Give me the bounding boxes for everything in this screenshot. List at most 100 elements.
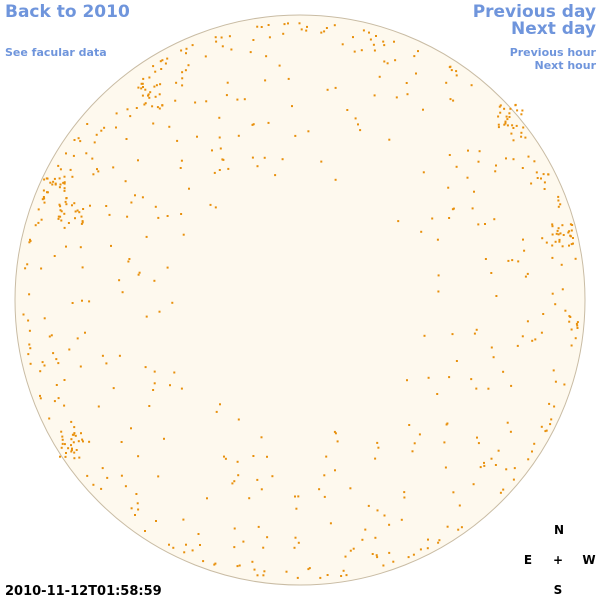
facula [157,216,160,219]
facula [559,203,562,206]
facula [80,222,83,225]
facula [185,47,188,50]
facula [48,335,51,338]
next-day-link[interactable]: Next day [511,19,596,39]
facula [149,91,152,94]
facula [157,475,160,478]
facula [325,455,328,458]
facula [413,442,416,445]
facula [504,122,507,125]
facula [438,539,441,542]
facula [206,497,208,500]
facular-link[interactable]: See facular data [5,46,107,59]
facula [39,394,41,397]
facula [405,82,408,84]
facula [49,181,52,184]
facula [181,77,184,80]
facula [524,275,527,278]
facula [323,495,326,498]
facula [561,245,564,248]
facula [52,180,55,183]
facula [550,418,553,421]
facula [48,417,51,420]
facula [527,155,530,158]
facula [181,84,184,87]
facula [163,437,165,440]
facula [300,28,303,31]
facula [171,301,174,304]
facula [127,260,130,263]
facula [473,332,476,335]
facula [536,177,539,179]
facula [41,361,44,364]
facula [144,366,147,369]
facula [376,441,379,444]
facula [156,106,159,109]
facula [291,105,293,108]
facula [352,36,354,39]
facula [293,546,296,549]
facula [100,487,103,490]
facula [572,242,574,245]
facula [446,525,449,528]
facula [70,444,72,447]
facula [180,49,183,52]
facula [504,121,507,124]
facula [59,215,62,218]
facula [43,178,46,181]
facula [63,379,66,381]
timestamp: 2010-11-12T01:58:59 [5,584,162,599]
facula [490,346,493,349]
facula [448,376,451,379]
facula [130,427,132,430]
facula [562,234,565,236]
facula [29,240,32,242]
facula [237,474,240,477]
facula [545,429,548,432]
facula [58,177,61,180]
facula [296,576,299,579]
facula [134,194,136,197]
back-link[interactable]: Back to 2010 [5,2,130,22]
facula [60,446,63,449]
facula [95,133,98,136]
facula [174,99,177,102]
facula [191,549,194,552]
facula [43,197,46,200]
facula [502,488,505,491]
facula [400,518,403,521]
facula [100,129,103,132]
facula [59,455,61,458]
facula [224,457,227,460]
previous-day-link[interactable]: Previous day [473,2,596,22]
facula [446,422,449,425]
facula [497,449,500,452]
facula [494,170,497,173]
previous-hour-link[interactable]: Previous hour [510,46,597,59]
facula [72,433,75,436]
facula [495,164,497,167]
facula [551,233,554,236]
facula [318,488,321,491]
facula [455,70,458,73]
facula [297,541,300,544]
facula [82,440,84,443]
facula [451,208,454,211]
facula [531,450,533,453]
facula [252,123,255,126]
facula [320,160,323,163]
next-hour-link[interactable]: Next hour [535,59,597,72]
facula [559,232,562,235]
facula [569,316,572,318]
facula [415,72,417,75]
facula [449,98,452,101]
facula [369,38,372,41]
facula [516,344,519,347]
facula [256,25,259,28]
facula [263,570,266,573]
facula [97,170,100,173]
faculae [22,22,579,579]
facula [72,441,75,444]
facula [148,405,151,407]
facula [69,168,72,171]
